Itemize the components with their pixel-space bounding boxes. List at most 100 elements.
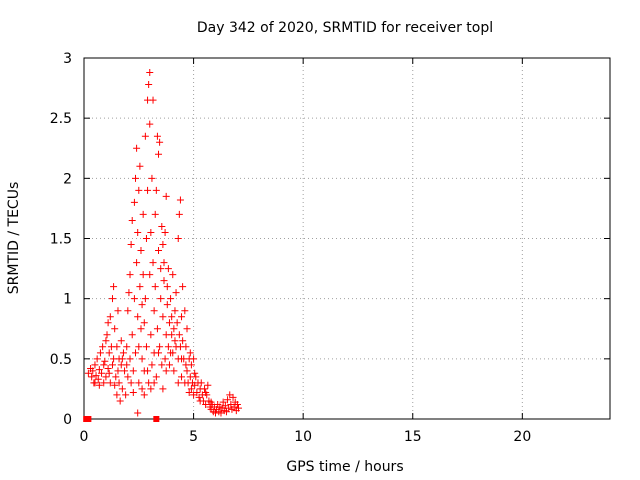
data-point: [111, 325, 119, 333]
data-point: [100, 379, 108, 387]
data-point: [224, 396, 232, 404]
data-point: [118, 355, 126, 363]
data-points: [83, 68, 243, 422]
data-point: [235, 404, 243, 412]
data-point: [126, 355, 134, 363]
y-tick-label: 0: [63, 412, 72, 428]
data-point: [233, 401, 241, 409]
data-point: [101, 357, 109, 365]
data-point: [163, 283, 171, 291]
data-point: [119, 349, 127, 357]
data-point: [104, 319, 112, 327]
data-point: [151, 283, 159, 291]
data-point: [105, 349, 113, 357]
data-point: [132, 349, 140, 357]
data-point: [148, 174, 156, 182]
data-point: [182, 343, 190, 351]
data-point: [135, 186, 143, 194]
data-point: [164, 265, 172, 273]
data-point: [105, 369, 113, 377]
data-point: [121, 367, 129, 375]
data-point: [126, 271, 134, 279]
x-axis-label: GPS time / hours: [286, 459, 403, 475]
data-point: [141, 132, 149, 140]
data-point: [148, 361, 156, 369]
data-point: [179, 337, 187, 345]
data-point: [146, 271, 154, 279]
data-point: [147, 228, 155, 236]
data-point: [190, 355, 198, 363]
data-point: [160, 259, 168, 267]
data-point: [183, 325, 191, 333]
data-point: [134, 409, 142, 417]
data-point: [150, 307, 158, 315]
data-point: [142, 343, 150, 351]
data-point: [207, 398, 215, 406]
data-point: [112, 373, 120, 381]
data-point: [162, 367, 170, 375]
data-point: [129, 367, 137, 375]
data-point: [146, 68, 154, 76]
data-point: [94, 375, 102, 383]
data-point: [153, 132, 161, 140]
data-point: [167, 295, 175, 303]
data-point: [155, 349, 163, 357]
y-tick-label: 1.5: [50, 232, 72, 248]
data-point: [128, 216, 136, 224]
data-point: [202, 401, 210, 409]
data-point: [168, 313, 176, 321]
data-point: [134, 313, 142, 321]
data-point: [115, 379, 123, 387]
data-point: [147, 385, 155, 393]
data-point: [171, 337, 179, 345]
data-point: [146, 120, 154, 128]
data-point: [165, 361, 173, 369]
data-point: [161, 228, 169, 236]
data-point: [191, 369, 199, 377]
square-marker: [153, 416, 160, 422]
data-point: [93, 355, 101, 363]
data-point: [108, 295, 116, 303]
data-point: [147, 331, 155, 339]
data-point: [125, 289, 133, 297]
data-point: [96, 349, 104, 357]
data-point: [165, 319, 173, 327]
data-point: [178, 355, 186, 363]
data-point: [95, 366, 103, 374]
data-point: [104, 364, 112, 372]
data-point: [174, 379, 182, 387]
data-point: [145, 80, 153, 88]
data-point: [137, 247, 145, 255]
axis-ticks: 0 5 10 15 20 0 0.5 1 1.5 2 2.5 3: [50, 51, 610, 445]
data-point: [116, 397, 124, 405]
data-point: [201, 385, 209, 393]
data-point: [168, 331, 176, 339]
x-tick-label: 5: [189, 429, 198, 445]
data-point: [175, 210, 183, 218]
data-point: [185, 389, 193, 397]
data-point: [171, 307, 179, 315]
data-point: [193, 389, 201, 397]
data-point: [88, 373, 96, 381]
data-point: [84, 369, 92, 377]
data-point: [89, 367, 97, 375]
data-point: [134, 228, 142, 236]
plot-frame: [83, 57, 611, 420]
x-tick-label: 0: [80, 429, 89, 445]
data-point: [156, 138, 164, 146]
data-point: [156, 343, 164, 351]
data-point: [178, 373, 186, 381]
square-marker: [85, 416, 92, 422]
data-point: [103, 331, 111, 339]
data-point: [124, 373, 132, 381]
data-point: [149, 96, 157, 104]
data-point: [202, 389, 210, 397]
data-point: [136, 283, 144, 291]
data-point: [133, 144, 141, 152]
data-point: [161, 355, 169, 363]
data-point: [225, 404, 233, 412]
data-point: [127, 241, 135, 249]
data-point: [136, 162, 144, 170]
data-point: [181, 307, 189, 315]
